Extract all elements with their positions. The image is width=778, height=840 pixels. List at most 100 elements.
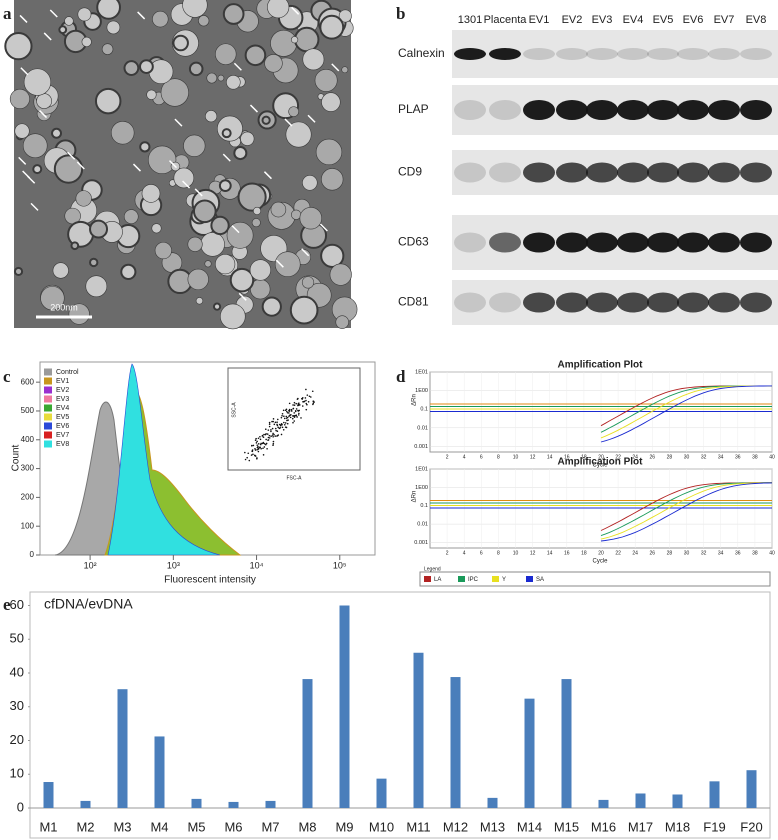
x-tick-label: 4 <box>463 550 466 556</box>
x-tick-label: 30 <box>684 454 690 460</box>
y-tick-label: 40 <box>10 664 24 679</box>
inset-dot <box>265 442 268 445</box>
x-tick-label: 18 <box>581 550 587 556</box>
arrow <box>27 175 36 184</box>
legend-label: Control <box>56 369 79 376</box>
arrow <box>275 259 284 268</box>
y-tick-label: 0 <box>17 799 24 814</box>
inset-dot <box>276 430 279 433</box>
bar <box>561 679 572 808</box>
inset-dot <box>305 402 308 405</box>
vesicle <box>264 54 283 73</box>
legend-label: EV2 <box>56 387 69 394</box>
band <box>523 162 555 183</box>
x-tick-label: 6 <box>480 550 483 556</box>
vesicle <box>81 36 92 47</box>
x-axis-title: Cycle <box>592 463 608 469</box>
x-tick-label: 40 <box>769 454 775 460</box>
arrow <box>76 161 85 170</box>
inset-dot <box>256 448 258 451</box>
vesicle <box>214 253 236 275</box>
vesicle <box>141 184 161 203</box>
inset-dot <box>251 450 254 453</box>
band <box>677 232 709 253</box>
inset-dot <box>263 433 265 436</box>
inset-dot <box>261 434 264 437</box>
legend-label: EV8 <box>56 441 69 448</box>
inset-dot <box>301 397 304 399</box>
vesicle <box>53 154 84 184</box>
vesicle <box>106 20 121 35</box>
vesicle <box>204 260 212 268</box>
vesicle <box>341 66 349 74</box>
vesicle <box>96 0 121 20</box>
vesicle <box>205 110 218 123</box>
x-tick-label: 4 <box>463 454 466 460</box>
inset-y-label: SSC-A <box>231 402 237 418</box>
band <box>740 100 772 120</box>
vesicle <box>147 145 177 175</box>
band <box>677 48 709 60</box>
x-tick-label: 10² <box>84 560 97 570</box>
band <box>617 292 649 313</box>
y-tick-label: 50 <box>10 631 24 646</box>
inset-dot <box>279 427 282 429</box>
vesicle <box>70 241 80 251</box>
x-tick-label: 10³ <box>167 560 180 570</box>
inset-dot <box>257 448 260 450</box>
row-label: PLAP <box>398 102 429 116</box>
inset-dot <box>258 446 261 449</box>
band <box>556 100 588 120</box>
inset-dot <box>302 400 304 403</box>
inset-dot <box>280 433 283 436</box>
inset-dot <box>259 435 261 438</box>
legend-swatch <box>44 386 52 394</box>
arrow <box>174 118 183 127</box>
vesicle <box>188 61 204 77</box>
x-tick-label: 18 <box>581 454 587 460</box>
inset-dot <box>254 449 257 451</box>
vesicle <box>200 232 225 257</box>
inset-dot <box>311 390 314 393</box>
panel-label: e <box>3 595 11 614</box>
inset-dot <box>289 414 291 416</box>
band <box>647 292 679 313</box>
band <box>489 48 521 60</box>
inset-dot <box>275 429 277 432</box>
arrow <box>331 63 340 72</box>
vesicle <box>226 74 241 90</box>
vesicle <box>89 219 109 239</box>
inset-dot <box>290 408 293 411</box>
inset-dot <box>292 407 295 410</box>
vesicle <box>172 34 189 52</box>
inset-dot <box>289 416 292 419</box>
inset-dot <box>264 443 267 446</box>
vesicle <box>217 74 225 82</box>
band <box>556 232 588 253</box>
inset-dot <box>283 417 286 420</box>
vesicle <box>267 0 290 19</box>
arrow <box>249 104 259 113</box>
lane-label: EV8 <box>746 14 767 26</box>
band <box>647 100 679 120</box>
inset-dot <box>271 420 273 423</box>
x-tick-label: M4 <box>150 819 168 834</box>
vesicle <box>237 182 267 212</box>
inset-dot <box>272 435 274 438</box>
inset-dot <box>293 401 296 404</box>
lane-label: EV7 <box>714 14 735 26</box>
vesicle <box>195 297 204 305</box>
inset-dot <box>280 422 283 425</box>
band <box>586 162 618 183</box>
inset-dot <box>255 437 257 440</box>
x-axis-title: Fluorescent intensity <box>164 575 256 586</box>
vesicle <box>64 16 74 26</box>
x-tick-label: 32 <box>701 550 707 556</box>
inset-dot <box>267 439 269 441</box>
inset-dot <box>293 404 296 406</box>
inset-dot <box>264 433 267 436</box>
inset-dot <box>296 416 298 418</box>
inset-dot <box>262 454 265 456</box>
bar <box>339 605 350 808</box>
arrow <box>43 32 52 41</box>
